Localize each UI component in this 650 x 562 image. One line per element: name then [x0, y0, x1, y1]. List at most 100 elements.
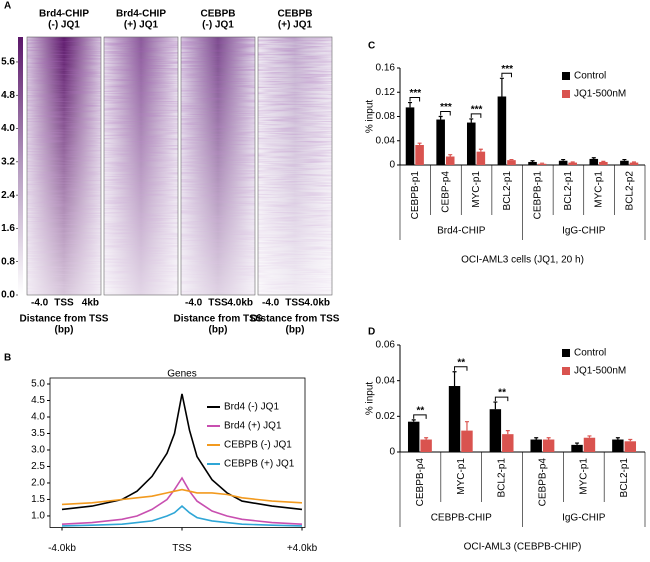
y-tick-label: 4.0 — [31, 412, 45, 423]
y-tick-label: 5.0 — [31, 379, 45, 390]
error-bar — [464, 421, 469, 431]
significance-bracket — [470, 113, 482, 118]
bar — [507, 160, 516, 165]
y-tick-label: 0.08 — [376, 111, 396, 122]
colorbar — [18, 37, 23, 295]
x-tick-label: -4.0 — [31, 298, 49, 309]
heatmap-fade — [104, 37, 178, 295]
legend-label: CEBPB (-) JQ1 — [224, 440, 292, 451]
bar — [571, 444, 583, 452]
legend-label: JQ1-500nM — [574, 89, 626, 100]
x-axis-label: (bp) — [209, 325, 228, 336]
column-title: Brd4-CHIP — [116, 9, 166, 20]
bar — [476, 151, 486, 165]
error-bar — [493, 401, 498, 410]
significance-label: *** — [409, 88, 421, 99]
bar — [497, 96, 507, 165]
error-bar — [575, 442, 580, 445]
error-bar — [540, 162, 545, 164]
x-axis-label: (bp) — [55, 325, 74, 336]
column-title: (-) JQ1 — [202, 20, 234, 31]
bar — [612, 439, 624, 452]
group-label: IgG-CHIP — [562, 226, 606, 237]
y-tick-label: 2.5 — [31, 461, 45, 472]
bar — [407, 421, 420, 452]
bar — [448, 386, 461, 452]
heatmap-fade — [181, 37, 255, 295]
colorbar-tick-label: 2.4 — [1, 190, 15, 201]
colorbar-tick-label: 5.6 — [1, 57, 15, 68]
x-axis-label: OCI-AML3 cells (JQ1, 20 h) — [461, 255, 584, 266]
x-tick-label: BCL2-p1 — [563, 171, 574, 211]
x-tick-label: TSS — [208, 298, 228, 309]
error-bar — [622, 158, 627, 161]
x-tick-label: MYC-p1 — [578, 458, 589, 495]
bar — [583, 437, 596, 452]
legend-label: Control — [574, 71, 606, 82]
y-tick-label: 0 — [389, 447, 395, 458]
bar — [445, 156, 455, 165]
significance-label: ** — [498, 388, 506, 399]
significance-bracket — [494, 396, 509, 402]
x-tick-label: TSS — [54, 298, 74, 309]
y-tick-label: 2.0 — [31, 478, 45, 489]
x-tick-label: MYC-p1 — [471, 171, 482, 208]
x-axis-label: Distance from TSS — [20, 314, 109, 325]
y-tick-label: 3.0 — [31, 445, 45, 456]
group-label: IgG-CHIP — [562, 513, 606, 524]
column-title: Brd4-CHIP — [39, 9, 89, 20]
error-bar — [469, 118, 474, 123]
error-bar — [424, 437, 429, 440]
x-tick-label: 4kb — [82, 298, 99, 309]
x-tick-label: +4.0kb — [287, 543, 318, 554]
legend-swatch — [562, 90, 570, 98]
error-bar — [478, 148, 483, 152]
significance-label: ** — [457, 357, 465, 368]
group-label: CEBPB-CHIP — [431, 513, 492, 524]
y-tick-label: 0.16 — [376, 63, 396, 74]
plot-frame — [49, 377, 306, 528]
error-bar — [530, 160, 535, 162]
heatmap-frame — [180, 36, 256, 296]
bar — [568, 162, 578, 165]
legend-label: JQ1-500nM — [574, 366, 626, 377]
y-tick-label: 0.12 — [376, 87, 396, 98]
y-tick-label: 0 — [389, 160, 395, 171]
bar — [405, 107, 415, 165]
error-bar — [438, 115, 443, 120]
legend-label: CEBPB (+) JQ1 — [224, 459, 295, 470]
error-bar — [417, 142, 422, 145]
heatmap-frame — [26, 36, 102, 296]
y-tick-label: 1.0 — [31, 511, 45, 522]
series-line — [61, 505, 303, 527]
x-axis-label: OCI-AML3 (CEBPB-CHIP) — [464, 542, 582, 553]
x-tick-label: CEBPB-p1 — [410, 171, 421, 220]
legend-swatch — [562, 72, 570, 80]
x-tick-label: -4.0 — [262, 298, 280, 309]
panel-letter: A — [4, 1, 11, 12]
error-bar — [601, 160, 606, 162]
x-tick-label: 4.0kb — [227, 298, 253, 309]
x-tick-label: -4.0 — [185, 298, 203, 309]
x-tick-label: BCL2-p1 — [497, 458, 508, 498]
error-bar — [505, 430, 510, 435]
y-tick-label: 3.5 — [31, 428, 45, 439]
bar — [502, 434, 514, 452]
bar — [528, 161, 537, 165]
y-tick-label: 0.04 — [376, 375, 396, 386]
bar — [599, 161, 608, 165]
y-axis-label: % input — [365, 100, 376, 134]
column-title: CEBPB — [277, 9, 312, 20]
error-bar — [448, 154, 453, 157]
error-bar — [561, 158, 566, 161]
bar — [558, 160, 568, 165]
significance-bracket — [413, 414, 427, 419]
colorbar-tick-label: 1.6 — [1, 223, 15, 234]
x-tick-label: BCL2-p1 — [502, 171, 513, 211]
significance-label: *** — [440, 102, 452, 113]
panel-letter: B — [4, 353, 11, 364]
bar — [589, 158, 599, 165]
y-axis-label: % input — [365, 382, 376, 416]
significance-bracket — [440, 111, 451, 116]
panel-letter: D — [368, 327, 375, 338]
